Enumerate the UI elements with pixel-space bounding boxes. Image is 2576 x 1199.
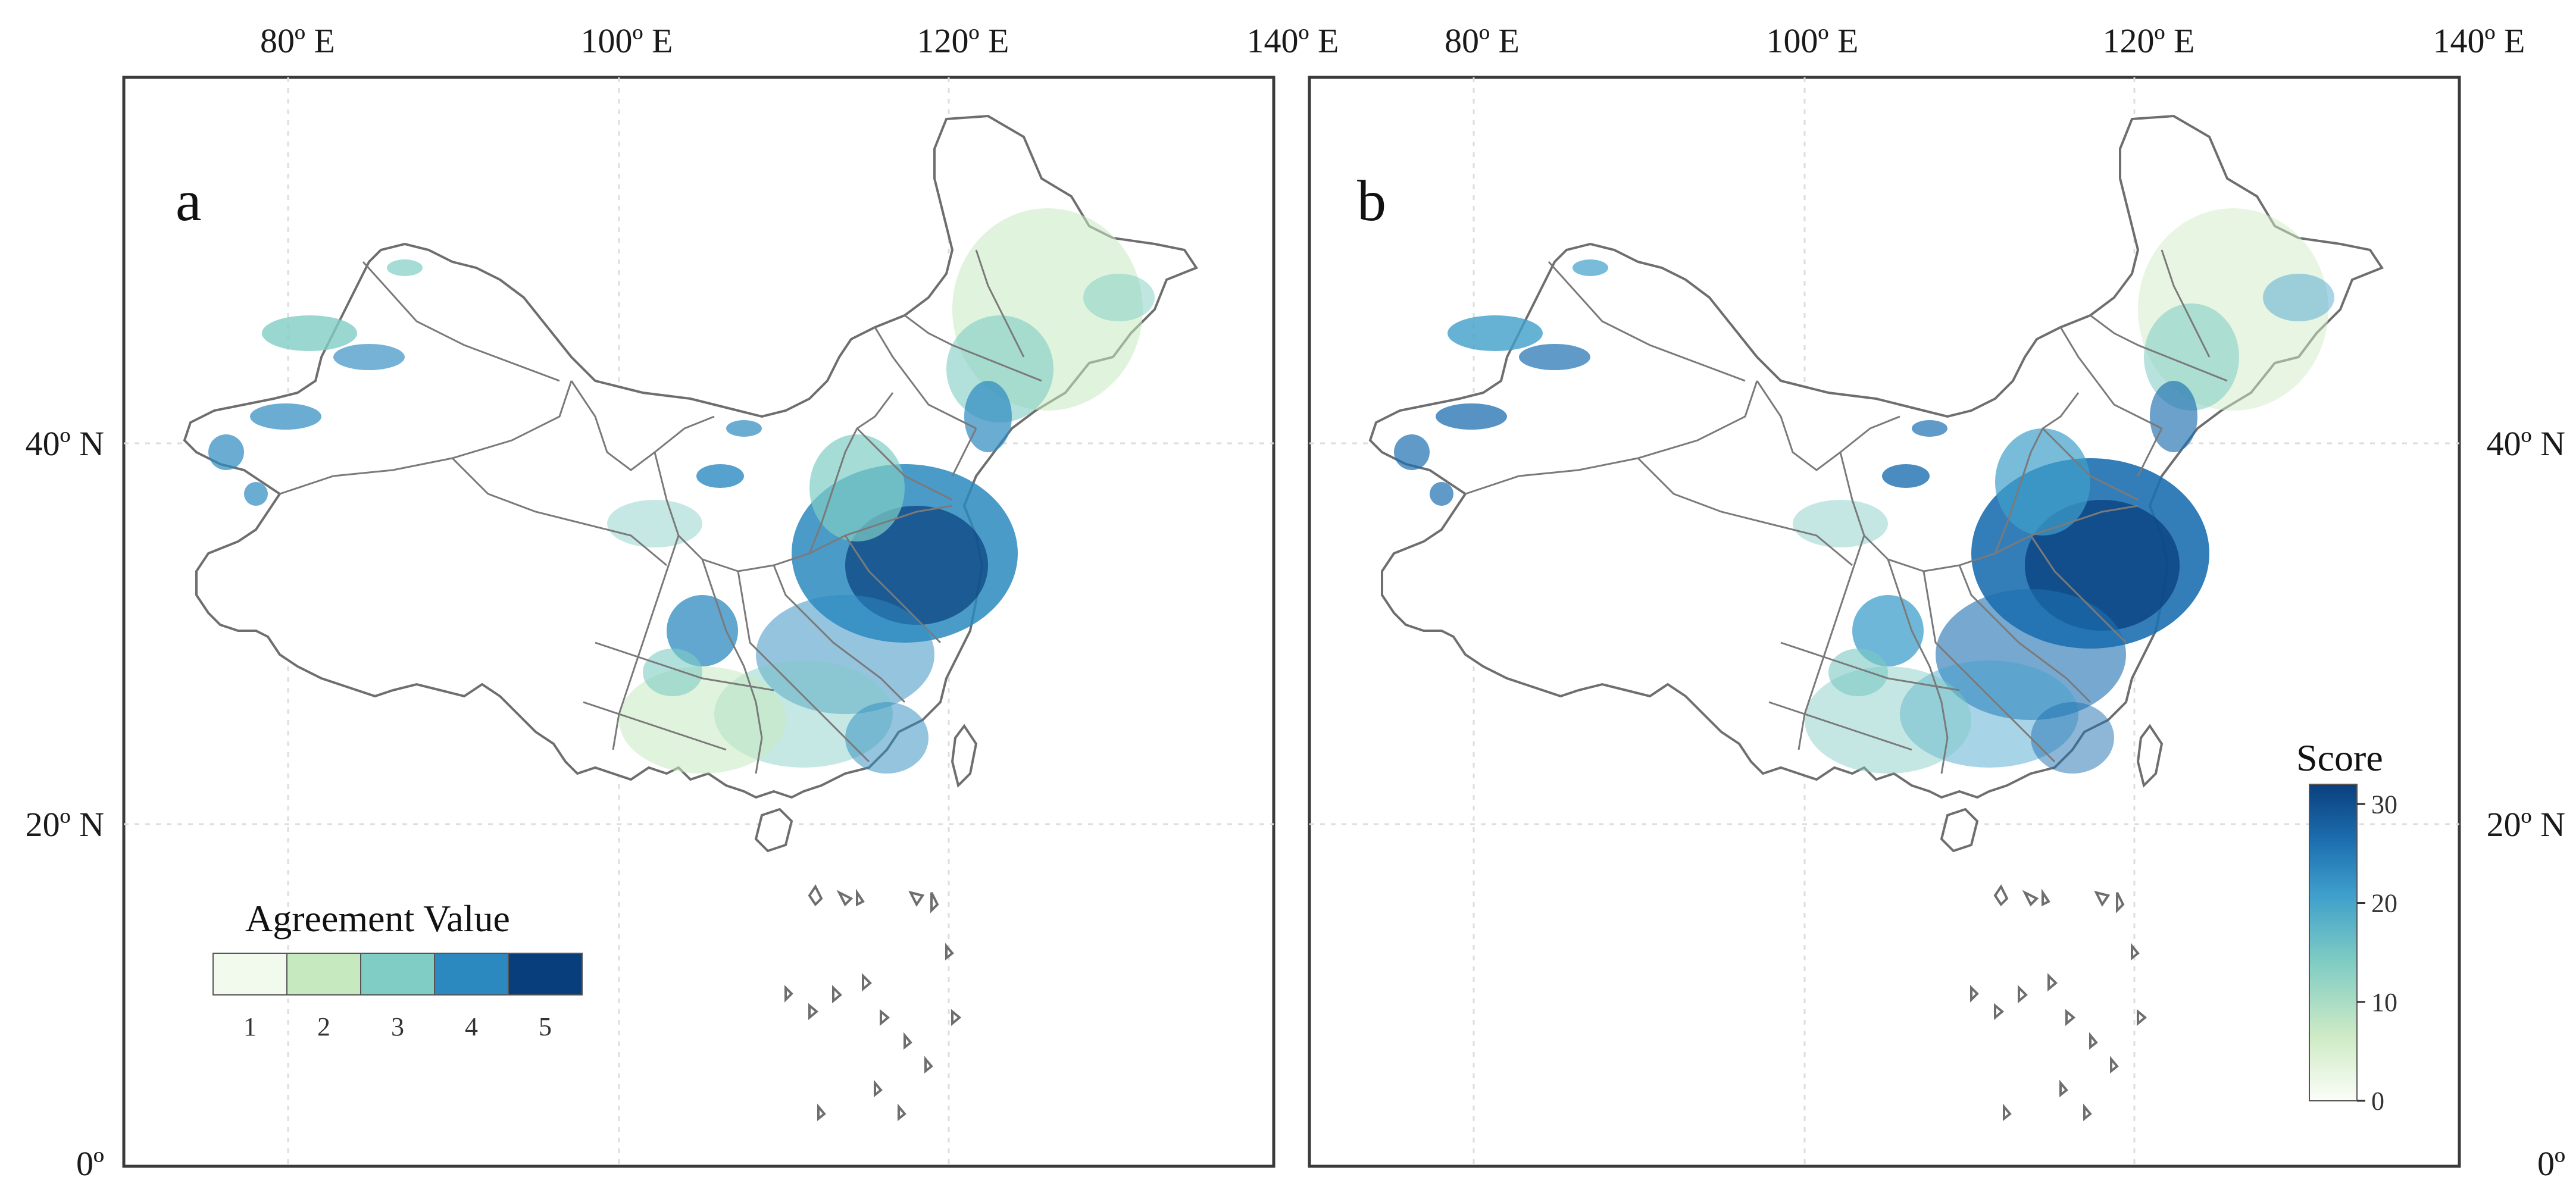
- panel-a-graticule: [124, 77, 1274, 1166]
- x-tick-label: 100º E: [581, 21, 673, 60]
- legend-swatch-5: [508, 953, 583, 995]
- y-tick-labels: 40º N 40º N 20º N 20º N 0º 0º: [26, 424, 2565, 1183]
- score-colorbar-gradient: [2309, 784, 2358, 1101]
- legend-swatch-3: [360, 953, 435, 995]
- y-tick-label-right: 20º N: [2487, 805, 2565, 844]
- legend-swatch-1: [212, 953, 287, 995]
- panel-a-label: a: [176, 169, 202, 233]
- legend-swatch-2: [286, 953, 361, 995]
- colorbar-tick-label: 10: [2371, 988, 2397, 1017]
- panel-b-graticule: [1309, 77, 2459, 1166]
- colorbar-tick-label: 0: [2371, 1087, 2384, 1116]
- x-tick-label: 120º E: [2103, 21, 2195, 60]
- x-tick-label: 80º E: [1445, 21, 1520, 60]
- legend-swatch-label: 4: [465, 1012, 478, 1041]
- agreement-legend-swatches: 1 2 3 4 5: [212, 953, 583, 1041]
- y-tick-label-right: 0º: [2537, 1144, 2565, 1183]
- score-colorbar: Score 0 10 20 30: [2296, 737, 2397, 1116]
- panel-a: a Agreement Value 1 2 3 4 5: [122, 76, 1276, 1168]
- x-tick-label: 80º E: [260, 21, 335, 60]
- y-tick-label-left: 40º N: [26, 424, 104, 463]
- y-tick-label-right: 40º N: [2487, 424, 2565, 463]
- colorbar-tick-label: 30: [2371, 790, 2397, 819]
- score-colorbar-title: Score: [2296, 737, 2383, 779]
- legend-swatch-label: 1: [243, 1012, 257, 1041]
- panel-b-map: [1369, 115, 2383, 1120]
- x-tick-label: 120º E: [917, 21, 1009, 60]
- panel-a-agreement-layer: [208, 208, 1155, 774]
- agreement-legend: Agreement Value 1 2 3 4 5: [212, 897, 583, 1041]
- panel-a-map: [183, 115, 1198, 1120]
- panel-b: b Score 0 10 20 30: [1308, 76, 2461, 1168]
- x-tick-label: 140º E: [2433, 21, 2525, 60]
- legend-swatch-label: 2: [317, 1012, 330, 1041]
- legend-swatch-4: [434, 953, 509, 995]
- panel-b-label: b: [1357, 169, 1386, 233]
- x-tick-label: 100º E: [1767, 21, 1859, 60]
- legend-swatch-label: 5: [539, 1012, 552, 1041]
- colorbar-tick-label: 20: [2371, 889, 2397, 918]
- y-tick-label-left: 20º N: [26, 805, 104, 844]
- agreement-legend-title: Agreement Value: [245, 897, 510, 940]
- legend-swatch-label: 3: [391, 1012, 404, 1041]
- x-tick-label: 140º E: [1247, 21, 1339, 60]
- score-colorbar-ticks: 0 10 20 30: [2357, 790, 2397, 1116]
- x-tick-labels: 80º E 100º E 120º E 140º E 80º E 100º E 120º E…: [260, 21, 2525, 60]
- y-tick-label-left: 0º: [76, 1144, 104, 1183]
